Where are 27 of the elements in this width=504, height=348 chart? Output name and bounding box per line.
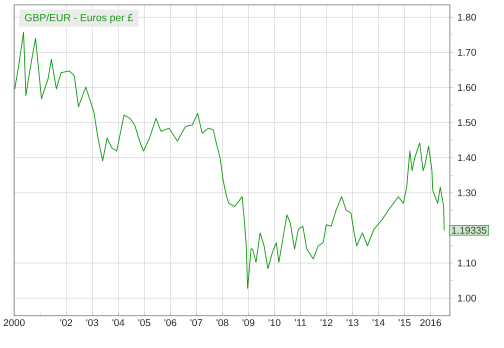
y-tick-label: 1.40 <box>458 154 476 162</box>
y-tick-label: 1.80 <box>458 14 476 21</box>
x-tick-label: '11 <box>294 319 306 326</box>
x-tick-label: '03 <box>86 319 98 326</box>
y-tick-label: 1.00 <box>458 294 476 302</box>
series-label: GBP/EUR - Euros per £ <box>25 14 133 24</box>
x-tick-label: 2016 <box>420 319 442 326</box>
x-tick-label: '12 <box>320 319 332 326</box>
y-tick-label: 1.50 <box>458 119 476 126</box>
y-tick-label: 1.30 <box>458 189 476 196</box>
y-tick-label: 1.70 <box>458 48 476 56</box>
x-tick-label: '13 <box>346 319 359 326</box>
y-tick-label: 1.10 <box>458 259 476 266</box>
x-tick-label: '02 <box>60 319 72 326</box>
annotation: 1.19335 <box>452 226 486 234</box>
y-tick-label: 1.60 <box>458 84 476 91</box>
x-tick-label: '09 <box>242 319 254 326</box>
x-tick-label: '14 <box>372 319 385 326</box>
line-series <box>14 32 445 289</box>
x-tick-label: '07 <box>190 319 202 326</box>
x-tick-label: '08 <box>216 319 228 326</box>
x-tick-label: '04 <box>112 319 124 326</box>
x-tick-label: '10 <box>268 319 280 326</box>
x-tick-label: '05 <box>138 319 150 326</box>
x-tick-label: '15 <box>398 319 411 326</box>
x-tick-label: 2000 <box>4 319 25 326</box>
x-tick-label: '06 <box>164 319 176 326</box>
